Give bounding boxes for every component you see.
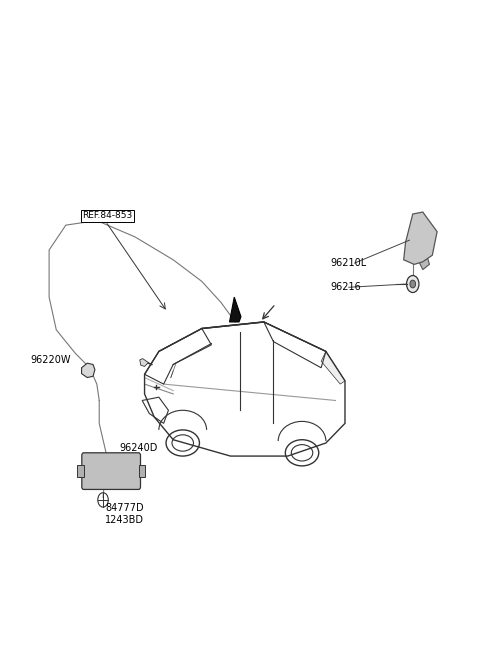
Text: 84777D: 84777D <box>106 503 144 512</box>
Text: 96240D: 96240D <box>120 443 158 453</box>
Polygon shape <box>404 212 437 264</box>
Bar <box>139 465 145 477</box>
Polygon shape <box>82 363 95 378</box>
Polygon shape <box>140 359 148 367</box>
Text: REF.84-853: REF.84-853 <box>83 212 133 221</box>
Circle shape <box>407 275 419 292</box>
Text: 1243BD: 1243BD <box>106 514 144 524</box>
Text: 96216: 96216 <box>331 283 361 292</box>
Text: 96220W: 96220W <box>30 355 71 365</box>
Bar <box>77 465 84 477</box>
Circle shape <box>410 280 416 288</box>
FancyBboxPatch shape <box>82 453 141 489</box>
Polygon shape <box>229 297 241 322</box>
Polygon shape <box>408 255 430 269</box>
Text: 96210L: 96210L <box>331 258 367 268</box>
Polygon shape <box>321 351 345 384</box>
